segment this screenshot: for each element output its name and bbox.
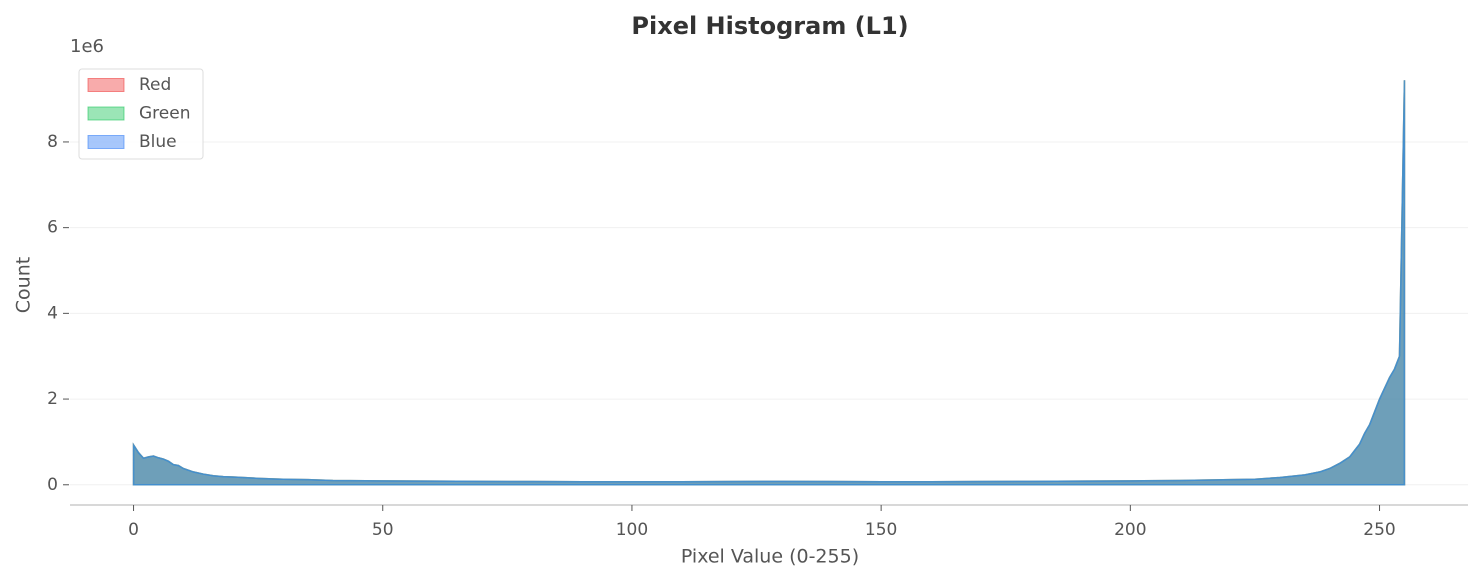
legend-label: Red: [139, 75, 171, 95]
x-tick-label: 100: [616, 520, 648, 540]
legend-label: Blue: [139, 132, 177, 152]
y-offset-label: 1e6: [70, 36, 104, 57]
area: [132, 80, 1406, 486]
x-tick-label: 50: [372, 520, 394, 540]
area: [132, 80, 1406, 486]
x-tick-label: 0: [128, 520, 139, 540]
y-tick-label: 8: [47, 132, 58, 152]
y-tick-label: 0: [47, 475, 58, 495]
y-tick-label: 2: [47, 389, 58, 409]
legend: Red Green Blue: [78, 68, 204, 160]
x-tick-label: 200: [1114, 520, 1146, 540]
y-axis-label: Count: [13, 257, 35, 313]
y-tick-label: 6: [47, 218, 58, 238]
x-axis-label: Pixel Value (0-255): [681, 546, 859, 568]
y-tick-label: 4: [47, 303, 58, 323]
legend-swatch: [87, 78, 125, 92]
x-tick-label: 250: [1363, 520, 1395, 540]
legend-swatch: [87, 106, 125, 121]
area: [132, 80, 1406, 486]
legend-swatch: [87, 135, 125, 149]
x-tick-label: 150: [865, 520, 897, 540]
chart-title: Pixel Histogram (L1): [631, 12, 908, 40]
legend-label: Green: [139, 104, 190, 124]
